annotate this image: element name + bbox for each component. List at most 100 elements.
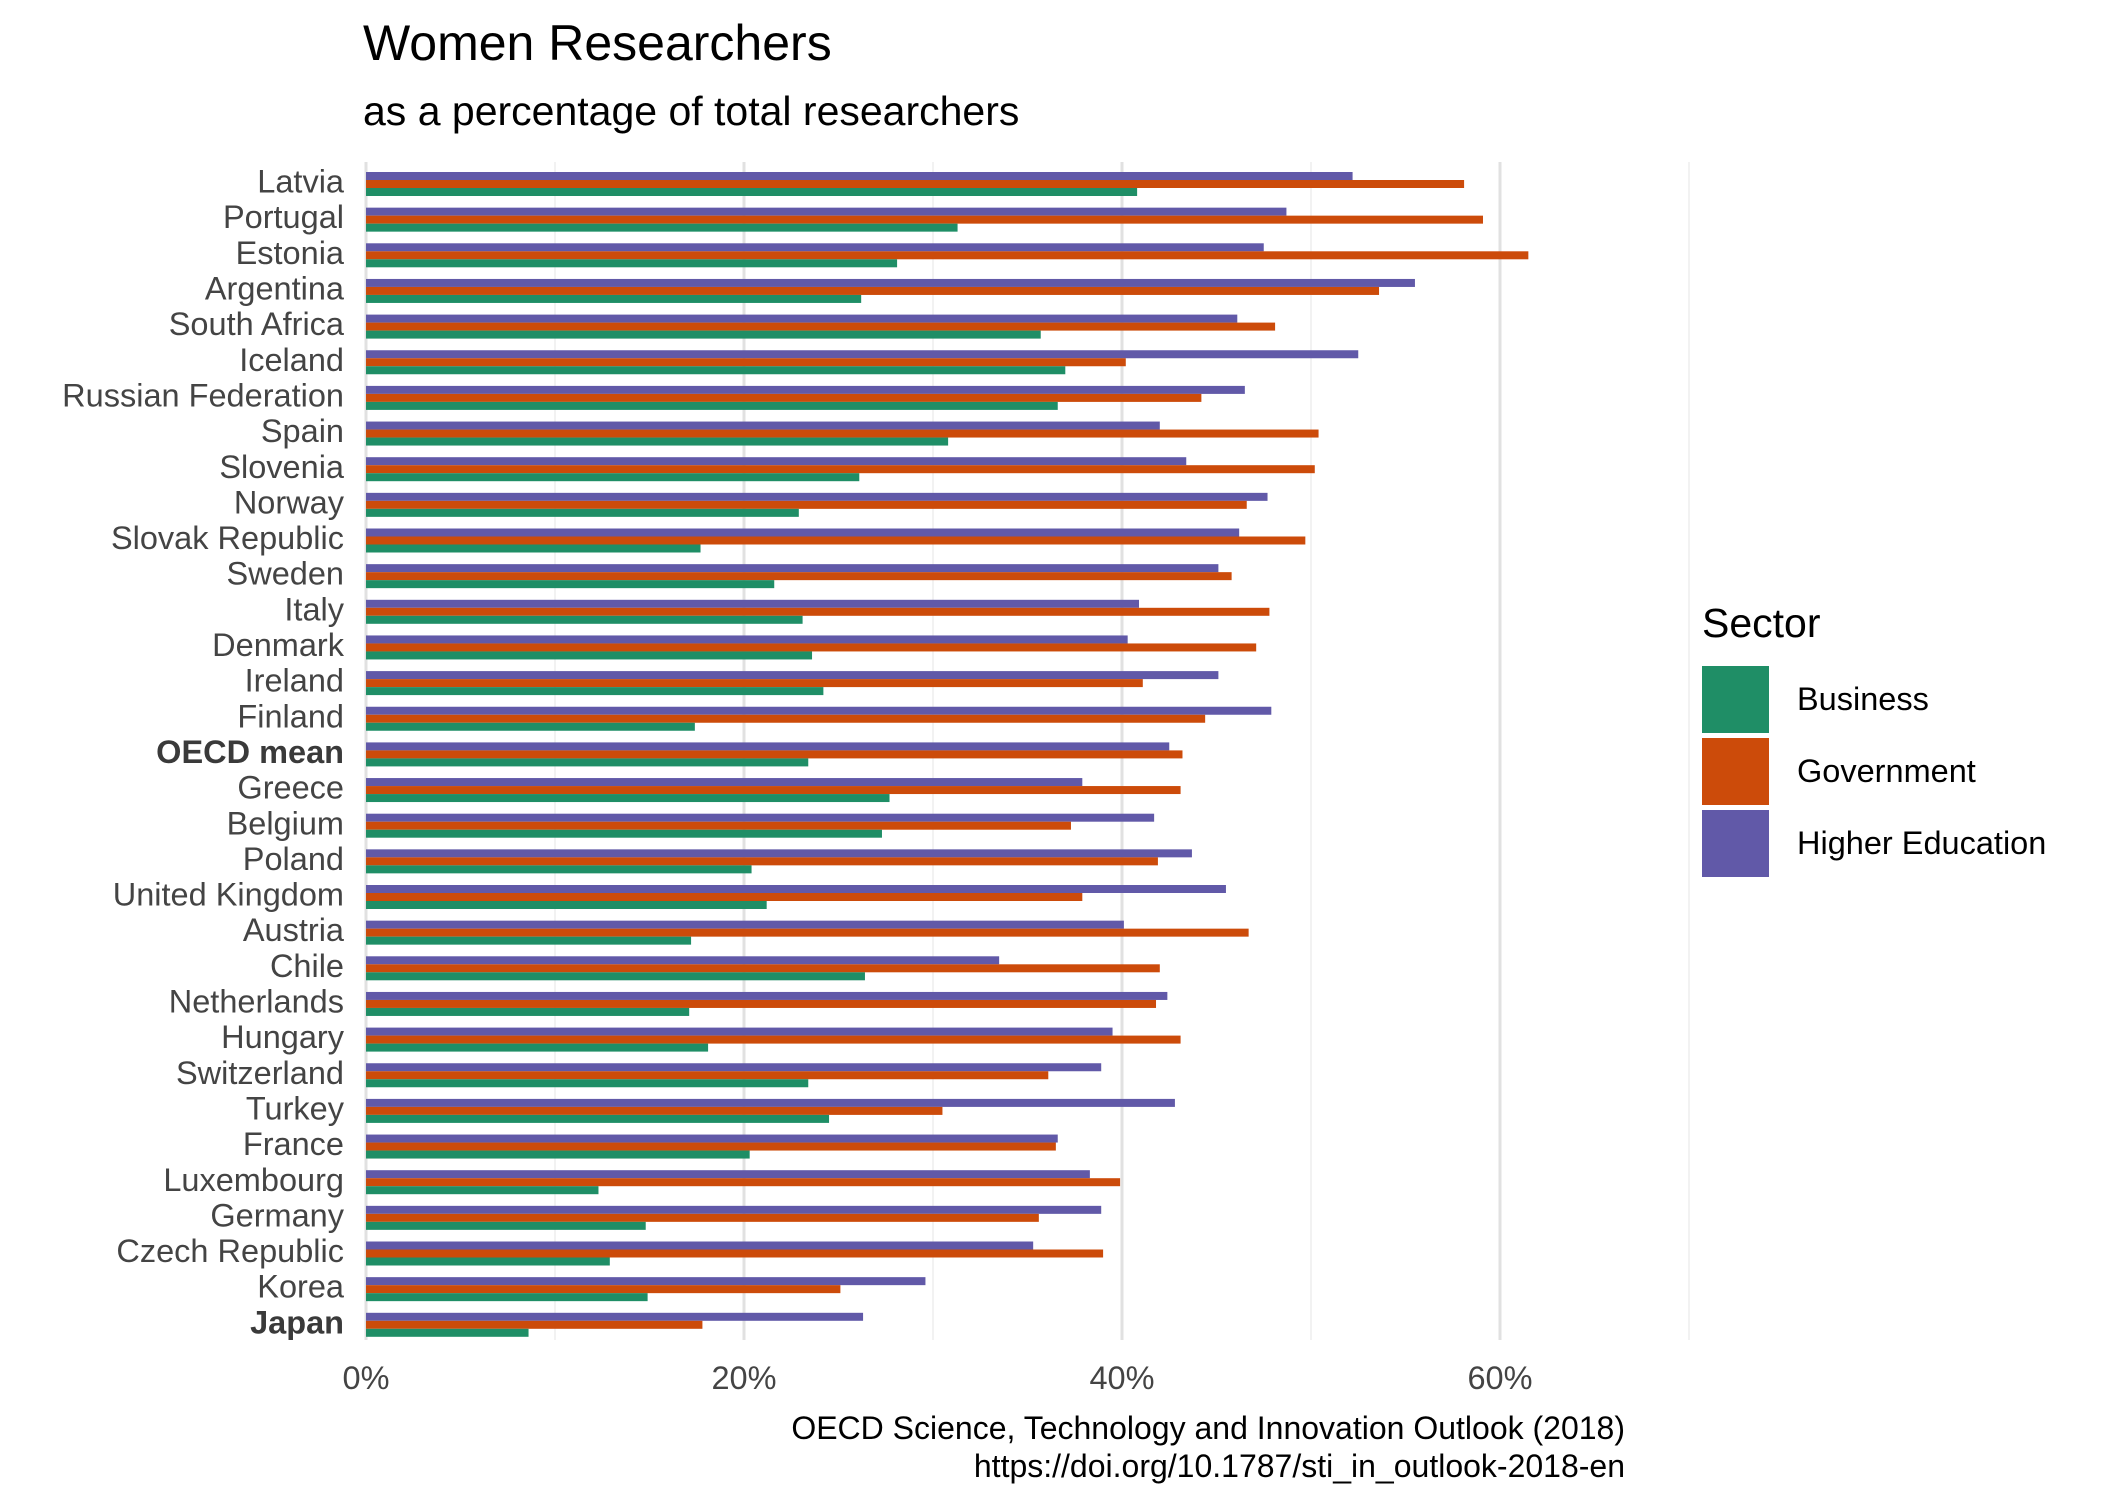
- y-label-united-kingdom: United Kingdom: [113, 877, 344, 913]
- y-label-japan: Japan: [250, 1304, 344, 1340]
- bar-group-latvia: [366, 172, 1465, 196]
- bar-denmark-business: [366, 651, 813, 660]
- y-label-france: France: [243, 1126, 344, 1162]
- bar-korea-higher-education: [366, 1277, 926, 1286]
- bar-belgium-government: [366, 821, 1071, 830]
- bar-group-spain: [366, 421, 1319, 446]
- bar-sweden-higher-education: [366, 564, 1219, 573]
- y-label-portugal: Portugal: [223, 199, 344, 235]
- bar-group-iceland: [366, 350, 1359, 375]
- bar-belgium-business: [366, 829, 882, 838]
- bar-austria-government: [366, 928, 1249, 937]
- bar-germany-higher-education: [366, 1205, 1102, 1214]
- bar-slovenia-business: [366, 473, 860, 482]
- bar-austria-higher-education: [366, 920, 1124, 929]
- bar-czech-republic-higher-education: [366, 1241, 1034, 1250]
- bar-group-belgium: [366, 813, 1155, 838]
- bar-estonia-business: [366, 259, 898, 268]
- bar-turkey-higher-education: [366, 1098, 1175, 1107]
- bar-group-united-kingdom: [366, 885, 1226, 909]
- bar-group-south-africa: [366, 314, 1276, 339]
- bar-chile-higher-education: [366, 956, 1000, 965]
- y-label-greece: Greece: [237, 770, 344, 806]
- bar-iceland-higher-education: [366, 350, 1359, 359]
- bar-slovak-republic-government: [366, 536, 1306, 545]
- x-axis-labels: 0% 20% 40% 60%: [343, 1360, 1533, 1396]
- bar-group-czech-republic: [366, 1241, 1104, 1266]
- caption: OECD Science, Technology and Innovation …: [791, 1409, 1625, 1485]
- bar-czech-republic-business: [366, 1257, 610, 1266]
- bar-france-government: [366, 1142, 1056, 1151]
- y-label-iceland: Iceland: [239, 342, 344, 378]
- bar-group-chile: [366, 956, 1160, 981]
- y-label-netherlands: Netherlands: [169, 984, 344, 1020]
- bar-iceland-business: [366, 366, 1066, 375]
- bar-france-business: [366, 1150, 750, 1159]
- bar-groups: [366, 172, 1529, 1337]
- bar-group-poland: [366, 849, 1192, 874]
- bar-germany-government: [366, 1213, 1039, 1222]
- bar-poland-government: [366, 857, 1158, 866]
- legend-item-government: Government: [1702, 735, 2046, 807]
- bar-chile-business: [366, 972, 865, 981]
- bar-united-kingdom-business: [366, 901, 767, 909]
- y-label-italy: Italy: [284, 591, 344, 627]
- bar-czech-republic-government: [366, 1249, 1104, 1258]
- bar-estonia-government: [366, 251, 1529, 260]
- bar-switzerland-higher-education: [366, 1063, 1102, 1072]
- bar-south-africa-higher-education: [366, 314, 1238, 323]
- bar-austria-business: [366, 936, 692, 945]
- bar-norway-higher-education: [366, 492, 1268, 501]
- bar-argentina-higher-education: [366, 278, 1415, 287]
- bar-portugal-government: [366, 215, 1483, 224]
- y-label-switzerland: Switzerland: [176, 1055, 344, 1091]
- legend-label-government: Government: [1797, 752, 1976, 789]
- x-tick-label-40: 40%: [1089, 1360, 1154, 1396]
- bar-poland-higher-education: [366, 849, 1192, 858]
- bar-oecd-mean-higher-education: [366, 742, 1170, 751]
- bar-netherlands-business: [366, 1007, 690, 1016]
- y-label-austria: Austria: [243, 912, 345, 948]
- legend: Sector Business Government Higher Educat…: [1702, 600, 2046, 879]
- bar-group-turkey: [366, 1098, 1175, 1123]
- y-label-slovak-republic: Slovak Republic: [111, 520, 344, 556]
- bar-estonia-higher-education: [366, 243, 1264, 252]
- bar-group-portugal: [366, 207, 1483, 232]
- legend-item-business: Business: [1702, 663, 2046, 735]
- y-label-korea: Korea: [257, 1269, 345, 1305]
- bar-group-hungary: [366, 1027, 1181, 1052]
- bar-chile-government: [366, 964, 1160, 973]
- bar-italy-higher-education: [366, 599, 1140, 608]
- bar-sweden-business: [366, 580, 775, 589]
- y-label-czech-republic: Czech Republic: [116, 1233, 344, 1269]
- legend-swatch-business: [1702, 665, 1769, 733]
- bar-group-japan: [366, 1312, 864, 1337]
- y-label-chile: Chile: [270, 948, 344, 984]
- bar-slovak-republic-higher-education: [366, 528, 1240, 537]
- y-label-turkey: Turkey: [246, 1090, 345, 1126]
- y-label-argentina: Argentina: [205, 271, 345, 307]
- bar-group-russian-federation: [366, 385, 1245, 410]
- bar-group-denmark: [366, 635, 1257, 660]
- x-tick-label-20: 20%: [711, 1360, 776, 1396]
- bar-latvia-higher-education: [366, 172, 1353, 180]
- chart-title: Women Researchers: [363, 15, 832, 71]
- bar-norway-business: [366, 508, 799, 517]
- bar-korea-government: [366, 1285, 841, 1294]
- bar-denmark-higher-education: [366, 635, 1128, 644]
- bar-group-slovenia: [366, 457, 1315, 482]
- y-label-belgium: Belgium: [227, 805, 344, 841]
- bar-sweden-government: [366, 572, 1232, 581]
- bar-ireland-higher-education: [366, 671, 1219, 680]
- bar-ireland-government: [366, 679, 1143, 688]
- bar-france-higher-education: [366, 1134, 1058, 1143]
- bar-turkey-business: [366, 1114, 830, 1123]
- bar-group-netherlands: [366, 991, 1168, 1016]
- caption-doi: https://doi.org/10.1787/sti_in_outlook-2…: [973, 1448, 1625, 1484]
- y-label-south-africa: South Africa: [169, 306, 345, 342]
- y-label-luxembourg: Luxembourg: [163, 1162, 344, 1198]
- bar-poland-business: [366, 865, 752, 874]
- bar-group-france: [366, 1134, 1058, 1159]
- bar-russian-federation-business: [366, 401, 1058, 410]
- bar-hungary-business: [366, 1043, 709, 1052]
